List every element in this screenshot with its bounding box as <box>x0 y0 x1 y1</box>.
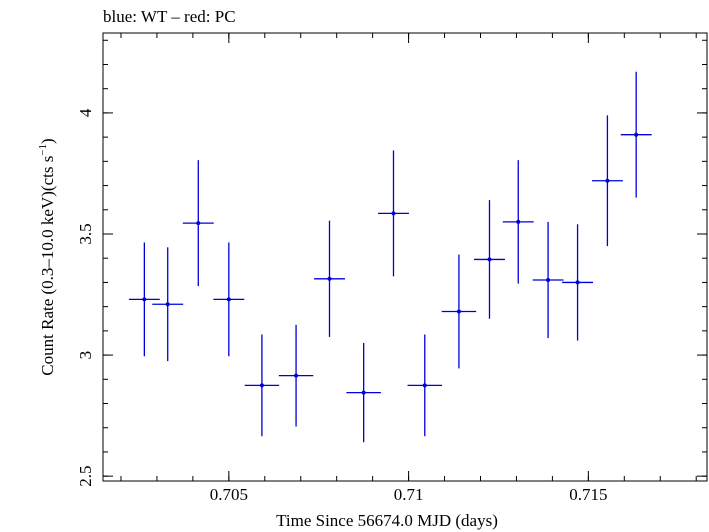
data-point <box>128 242 160 357</box>
data-marker <box>259 383 264 388</box>
data-point <box>346 342 381 443</box>
data-marker <box>546 278 551 283</box>
data-point <box>213 242 245 357</box>
y-axis-label: Count Rate (0.3–10.0 keV)(cts s−1) <box>37 138 57 375</box>
x-tick-label: 0.71 <box>394 485 424 504</box>
data-point <box>378 150 409 277</box>
data-point <box>278 324 314 427</box>
x-tick-label: 0.705 <box>210 485 248 504</box>
data-marker <box>456 309 461 314</box>
data-marker <box>575 280 580 285</box>
data-marker <box>391 211 396 216</box>
y-tick-label: 3 <box>76 351 95 360</box>
y-tick-label: 2.5 <box>76 466 95 487</box>
data-point <box>474 200 505 319</box>
data-series <box>128 71 652 443</box>
data-point <box>244 334 280 437</box>
data-marker <box>422 383 427 388</box>
chart-title: blue: WT – red: PC <box>103 7 236 26</box>
y-tick-label: 3.5 <box>76 223 95 244</box>
data-marker <box>361 390 366 395</box>
data-point <box>182 160 214 287</box>
data-marker <box>516 219 521 224</box>
data-point <box>441 254 477 369</box>
data-marker <box>327 276 332 281</box>
data-marker <box>605 178 610 183</box>
data-point <box>314 220 345 337</box>
data-marker <box>196 221 201 226</box>
data-point <box>532 221 564 339</box>
y-axis: 2.5 3 3.5 4 <box>76 39 707 487</box>
data-point <box>591 115 623 247</box>
y-axis-label-main: Count Rate (0.3–10.0 keV)(cts s <box>38 156 57 376</box>
data-point <box>562 224 594 341</box>
data-marker <box>294 373 299 378</box>
x-axis-label: Time Since 56674.0 MJD (days) <box>276 511 498 530</box>
plot-frame <box>102 32 708 482</box>
data-marker <box>487 257 492 262</box>
data-marker <box>226 297 231 302</box>
x-tick-label: 0.715 <box>569 485 607 504</box>
data-marker <box>634 132 639 137</box>
y-axis-label-close: ) <box>38 138 57 144</box>
data-point <box>152 247 184 362</box>
data-marker <box>142 297 147 302</box>
y-tick-label: 4 <box>76 108 95 117</box>
data-point <box>407 334 443 437</box>
data-marker <box>165 302 170 307</box>
data-point <box>620 71 652 198</box>
x-axis: 0.705 0.71 0.715 <box>120 33 697 504</box>
data-point <box>502 160 534 284</box>
y-axis-label-exponent: −1 <box>37 144 49 156</box>
